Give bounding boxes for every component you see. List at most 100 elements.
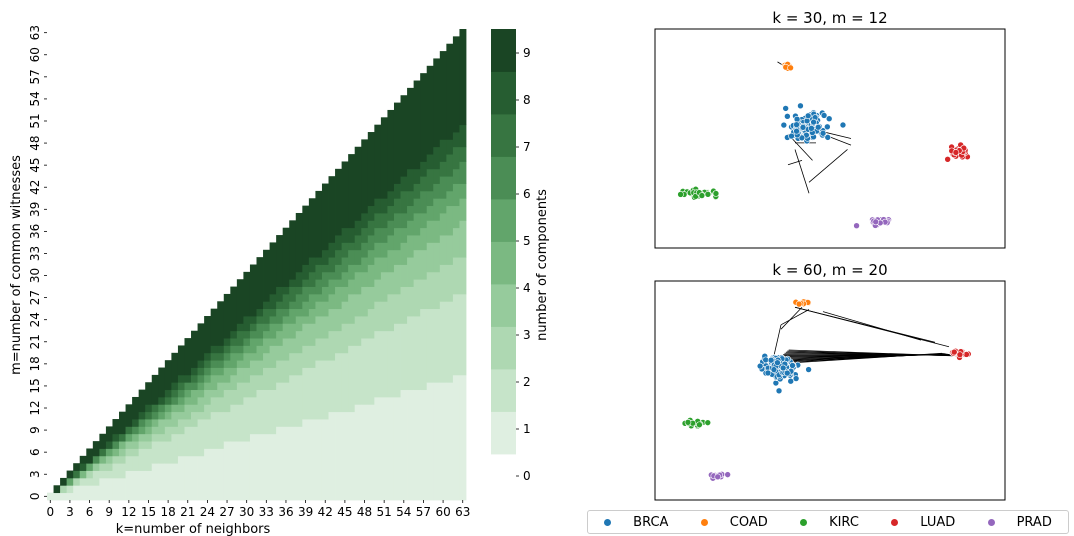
heatmap-cell xyxy=(348,411,356,501)
heatmap-cell xyxy=(348,264,356,280)
heatmap-cell xyxy=(335,235,343,251)
heatmap-cell xyxy=(276,323,284,332)
heatmap-x-tick-label: 21 xyxy=(180,505,195,519)
heatmap-cell xyxy=(354,264,362,273)
heatmap-cell xyxy=(321,286,329,302)
heatmap-cell xyxy=(276,301,284,310)
heatmap-cell xyxy=(86,470,94,479)
heatmap-cell xyxy=(439,301,447,383)
heatmap-cell xyxy=(380,117,388,199)
heatmap-cell xyxy=(315,301,323,317)
heatmap-x-label: k=number of neighbors xyxy=(116,522,271,536)
colorbar-tick-label: 4 xyxy=(523,281,531,295)
heatmap-cell xyxy=(374,257,382,280)
scatter-point xyxy=(677,191,684,198)
heatmap-cell xyxy=(145,426,153,435)
heatmap-cell xyxy=(308,257,316,273)
heatmap-cell xyxy=(289,279,297,287)
heatmap-cell xyxy=(282,338,290,361)
heatmap-cell xyxy=(361,271,369,287)
heatmap-cell xyxy=(446,264,454,302)
heatmap-cell xyxy=(289,308,297,324)
heatmap-x-tick-label: 42 xyxy=(318,505,333,519)
heatmap-cell xyxy=(132,448,140,457)
heatmap-cell xyxy=(243,330,251,339)
colorbar-label: number of components xyxy=(535,189,550,341)
heatmap-cell xyxy=(210,374,218,391)
heatmap-cell xyxy=(171,426,179,435)
colorbar-segment xyxy=(491,326,516,370)
heatmap-cell xyxy=(380,198,388,214)
heatmap-cell xyxy=(387,271,395,295)
heatmap-cell xyxy=(426,271,434,310)
heatmap-cell xyxy=(439,264,447,302)
heatmap-cell xyxy=(446,301,454,383)
scatter-point xyxy=(797,102,804,110)
heatmap-cell xyxy=(138,419,146,427)
heatmap-cell xyxy=(420,279,428,310)
heatmap-cell xyxy=(164,411,172,420)
heatmap-cell xyxy=(171,396,179,405)
heatmap-y-tick-label: 30 xyxy=(28,268,42,283)
heatmap-cell xyxy=(197,374,205,383)
heatmap-cell xyxy=(263,338,270,354)
heatmap-cell xyxy=(177,433,185,457)
scatter-point xyxy=(704,419,712,426)
heatmap-cell xyxy=(171,404,179,413)
colorbar-tick-label: 9 xyxy=(523,46,531,60)
scatter-point xyxy=(950,348,958,356)
heatmap-cell xyxy=(452,183,460,207)
colorbar-segment xyxy=(491,71,516,115)
heatmap-cell xyxy=(79,455,87,464)
heatmap-cell xyxy=(204,404,212,420)
heatmap-cell xyxy=(367,235,375,251)
heatmap-cell xyxy=(433,382,441,501)
heatmap-cell xyxy=(263,308,270,324)
heatmap-cell xyxy=(138,433,146,442)
heatmap-cell xyxy=(92,470,100,486)
heatmap-cell xyxy=(282,360,290,383)
heatmap-cell xyxy=(459,198,467,221)
heatmap-cell xyxy=(138,411,146,420)
heatmap-cell xyxy=(380,257,388,273)
heatmap-cell xyxy=(191,411,198,427)
heatmap-cell xyxy=(151,411,159,420)
heatmap-cell xyxy=(426,382,434,501)
heatmap-cell xyxy=(413,316,421,391)
heatmap-cell xyxy=(354,316,362,346)
heatmap-cell xyxy=(433,198,441,221)
heatmap-cell xyxy=(361,257,369,273)
heatmap-cell xyxy=(223,345,231,354)
heatmap-x-tick-label: 15 xyxy=(141,505,156,519)
heatmap-cell xyxy=(420,176,428,192)
heatmap-y-tick-label: 27 xyxy=(28,290,42,305)
heatmap-x-tick-label: 30 xyxy=(239,505,254,519)
heatmap-cell xyxy=(407,220,415,236)
heatmap-cell xyxy=(217,374,225,383)
legend-dot-coad xyxy=(700,518,708,526)
heatmap-x-tick-label: 39 xyxy=(298,505,313,519)
scatter-point xyxy=(872,218,880,226)
colorbar-segment xyxy=(491,241,516,285)
heatmap-cell xyxy=(177,455,185,501)
heatmap-cell xyxy=(361,242,369,258)
heatmap-x-tick-label: 27 xyxy=(219,505,234,519)
heatmap-cell xyxy=(230,367,238,376)
heatmap-cell xyxy=(276,330,284,346)
heatmap-cell xyxy=(380,330,388,398)
heatmap-cell xyxy=(269,389,277,435)
heatmap-x-tick-label: 33 xyxy=(259,505,274,519)
heatmap-cell xyxy=(276,382,284,427)
heatmap-cell xyxy=(426,205,434,221)
heatmap-cell xyxy=(282,286,290,295)
heatmap-cell xyxy=(112,477,120,501)
heatmap-cell xyxy=(177,404,185,413)
scatter-point xyxy=(825,115,833,123)
heatmap-cell xyxy=(138,470,146,501)
heatmap-cell xyxy=(99,470,107,479)
heatmap-cell xyxy=(387,396,395,501)
heatmap-cell xyxy=(387,235,395,251)
heatmap-cell xyxy=(439,139,447,162)
heatmap-y-tick-label: 0 xyxy=(28,493,42,501)
heatmap-cell xyxy=(282,426,290,501)
